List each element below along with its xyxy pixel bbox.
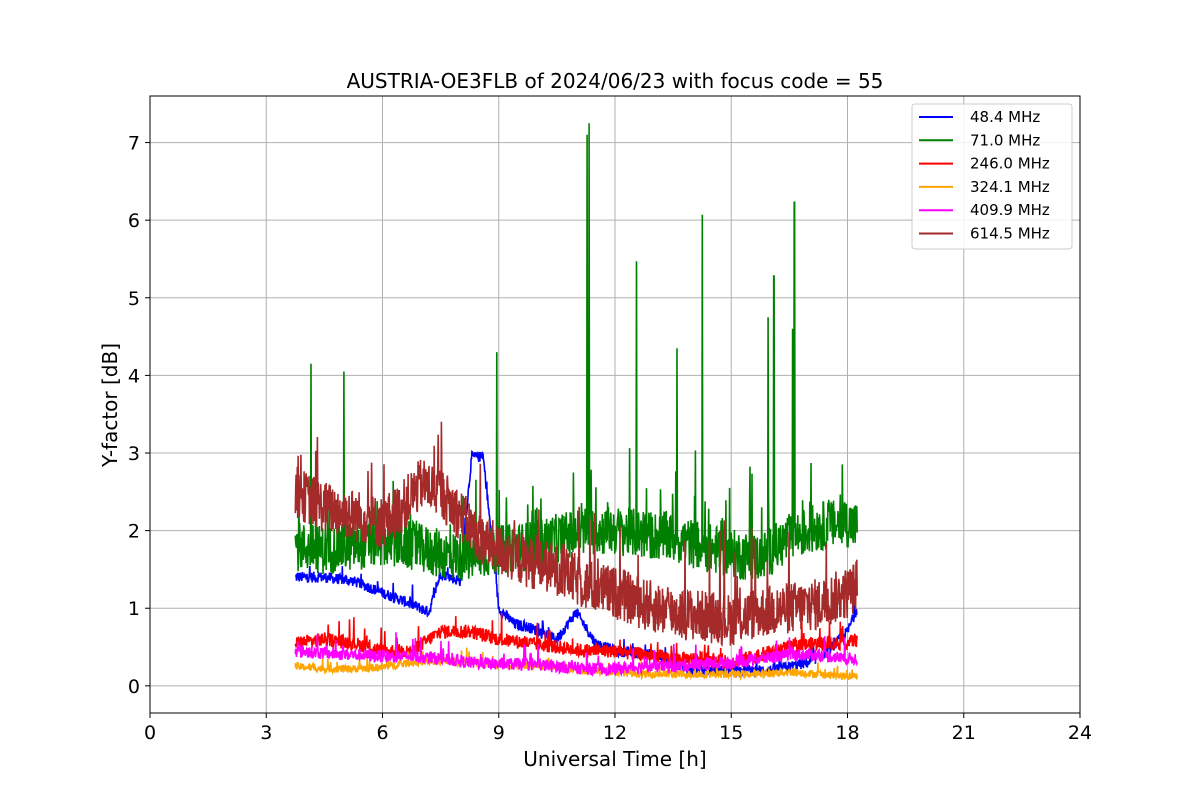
y-axis-title: Y-factor [dB] [98,343,122,468]
legend-label: 48.4 MHz [970,108,1040,126]
x-tick-label: 3 [260,722,272,744]
x-tick-label: 21 [952,722,976,744]
x-tick-label: 0 [144,722,156,744]
legend: 48.4 MHz 71.0 MHz 246.0 MHz 324.1 MHz 409.9 … [911,103,1073,250]
x-axis-title: Universal Time [h] [523,747,706,771]
y-tick-label: 7 [128,133,140,155]
y-tick-label: 2 [128,521,140,543]
x-tick-label: 9 [493,722,505,744]
y-tick-label: 1 [128,598,140,620]
legend-label: 614.5 MHz [970,225,1050,243]
y-tick-label: 4 [128,365,140,387]
series-line-5 [294,421,858,648]
series-line-1 [294,123,858,581]
legend-label: 246.0 MHz [970,155,1050,173]
x-tick-label: 24 [1068,722,1092,744]
y-tick-label: 0 [128,676,140,698]
legend-label: 324.1 MHz [970,178,1050,196]
y-tick-label: 5 [128,288,140,310]
x-tick-label: 15 [719,722,743,744]
y-tick-label: 3 [128,443,140,465]
legend-label: 71.0 MHz [970,131,1040,149]
x-tick-label: 18 [835,722,859,744]
x-tick-label: 12 [603,722,627,744]
series-line-4 [294,632,858,678]
legend-label: 409.9 MHz [970,201,1050,219]
grid-layer [149,96,1081,713]
series-line-2 [294,612,858,670]
x-tick-label: 6 [376,722,388,744]
y-tick-label: 6 [128,210,140,232]
chart-title: AUSTRIA-OE3FLB of 2024/06/23 with focus … [347,69,884,93]
series-layer [294,123,858,682]
